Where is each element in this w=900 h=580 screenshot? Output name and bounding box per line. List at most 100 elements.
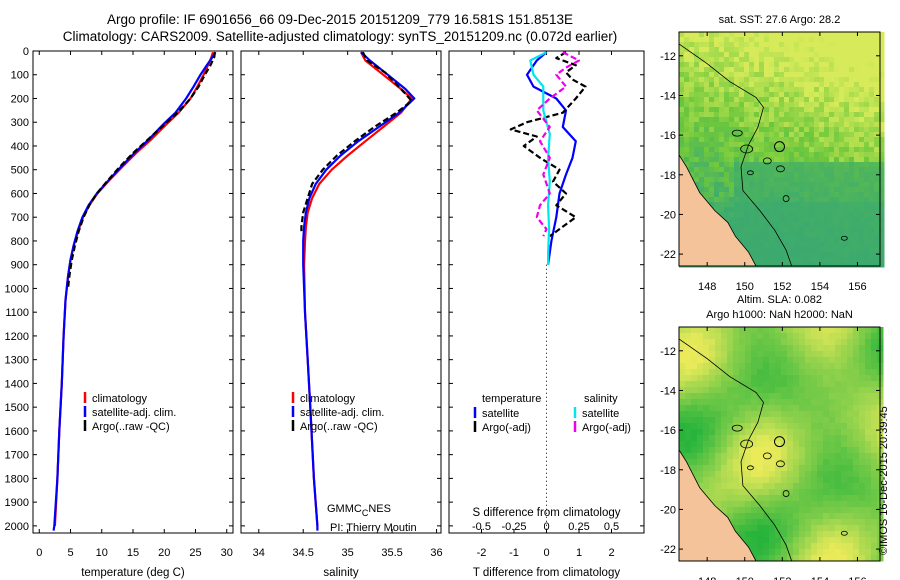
x-tick-label: 10 <box>96 547 108 559</box>
x-top-tick-label: -0.25 <box>501 521 526 533</box>
x-axis-label: temperature (deg C) <box>81 567 185 579</box>
reef-outline <box>762 452 772 460</box>
y-tick-label: 0 <box>23 46 29 58</box>
series-line-argo-raw-qc- <box>300 51 413 232</box>
x-tick-label: 15 <box>127 547 139 559</box>
plot-frame-temperature <box>32 50 234 534</box>
legend-label: satellite-adj. clim. <box>92 407 176 419</box>
legend-label: climatology <box>92 393 148 405</box>
reef-outline <box>840 530 848 536</box>
y-tick-label: 500 <box>11 165 29 177</box>
x-top-tick-label: 0.25 <box>568 521 589 533</box>
legend-label: satellite <box>482 408 519 420</box>
y-tick-label: 1200 <box>5 331 29 343</box>
legend-title-temperature: temperature <box>482 393 541 405</box>
legend-label: Argo(..raw -QC) <box>92 421 170 433</box>
map-raster-sst_map <box>678 32 885 268</box>
map-y-tick-label: -20 <box>660 209 676 221</box>
x-tick-label: 20 <box>158 547 170 559</box>
imos-credit: ©IMOS 16-Dec-2015 20:39:45 <box>878 406 890 555</box>
y-tick-label: 200 <box>11 93 29 105</box>
y-tick-label: 1500 <box>5 402 29 414</box>
x-tick-label: 35 <box>342 547 354 559</box>
map-x-tick-label: 154 <box>811 576 829 580</box>
legend-label: Argo(-adj) <box>482 422 531 434</box>
map-y-tick-label: -14 <box>660 385 676 397</box>
x-tick-label: 34 <box>253 547 265 559</box>
map-y-tick-label: -18 <box>660 465 676 477</box>
x-tick-label: 0 <box>36 547 42 559</box>
y-tick-label: 300 <box>11 117 29 129</box>
series-line-argo-raw-qc- <box>66 52 216 289</box>
y-tick-label: 1000 <box>5 283 29 295</box>
x-tick-label: -1 <box>509 547 519 559</box>
argo-position-marker <box>774 436 785 448</box>
x-tick-label: -2 <box>477 547 487 559</box>
legend-label: Argo(-adj) <box>582 422 631 434</box>
argo-position-marker <box>774 141 785 153</box>
y-tick-label: 1400 <box>5 378 29 390</box>
map-x-tick-label: 148 <box>698 281 716 293</box>
plot-frame-difference <box>448 50 645 534</box>
reef-outline <box>746 170 754 176</box>
plot-frame-salinity <box>240 50 442 534</box>
x-top-tick-label: -0.5 <box>472 521 491 533</box>
y-tick-label: 900 <box>11 260 29 272</box>
map-x-tick-label: 148 <box>698 576 716 580</box>
x-tick-label: 30 <box>221 547 233 559</box>
map-x-tick-label: 156 <box>848 576 866 580</box>
y-tick-label: 600 <box>11 188 29 200</box>
legend-label: Argo(..raw -QC) <box>300 421 378 433</box>
reef-outline <box>731 424 743 432</box>
y-tick-label: 1900 <box>5 497 29 509</box>
map-frame-sst_map <box>678 31 881 267</box>
x-tick-label: 1 <box>576 547 582 559</box>
map-y-tick-label: -18 <box>660 170 676 182</box>
reef-outline <box>776 460 785 468</box>
map-raster-sla_map <box>678 327 884 562</box>
map-title: sat. SST: 27.6 Argo: 28.2 <box>719 14 841 26</box>
y-tick-label: 100 <box>11 70 29 82</box>
x-tick-label: 0 <box>543 547 549 559</box>
y-tick-label: 1700 <box>5 450 29 462</box>
y-tick-label: 1600 <box>5 426 29 438</box>
y-tick-label: 2000 <box>5 521 29 533</box>
map-y-tick-label: -16 <box>660 425 676 437</box>
reef-outline <box>740 144 754 154</box>
legend-label: satellite-adj. clim. <box>300 407 384 419</box>
map-y-tick-label: -12 <box>660 346 676 358</box>
x-tick-label: 5 <box>67 547 73 559</box>
reef-outline <box>762 157 772 165</box>
reef-outline <box>740 439 754 449</box>
y-tick-label: 400 <box>11 141 29 153</box>
map-y-tick-label: -20 <box>660 504 676 516</box>
map-y-tick-label: -22 <box>660 544 676 556</box>
map-x-tick-label: 156 <box>848 281 866 293</box>
map-y-tick-label: -14 <box>660 90 676 102</box>
map-x-tick-label: 150 <box>736 576 754 580</box>
annotation-pi: PI: Thierry Moutin <box>330 522 417 534</box>
reef-outline <box>776 165 785 173</box>
map-title-line-1: Altim. SLA: 0.082 <box>737 294 822 306</box>
legend-label: climatology <box>300 393 356 405</box>
map-x-tick-label: 152 <box>773 281 791 293</box>
map-x-tick-label: 150 <box>736 281 754 293</box>
map-x-tick-label: 152 <box>773 576 791 580</box>
x-top-axis-label: S difference from climatology <box>472 507 620 519</box>
map-x-tick-label: 154 <box>811 281 829 293</box>
y-tick-label: 800 <box>11 236 29 248</box>
x-top-tick-label: 0.5 <box>604 521 619 533</box>
x-top-tick-label: 0 <box>543 521 549 533</box>
x-tick-label: 2 <box>608 547 614 559</box>
reef-outline <box>840 235 848 241</box>
island-outline <box>782 490 790 497</box>
legend-title-salinity: salinity <box>584 393 618 405</box>
series-line-s-satellite <box>529 51 551 265</box>
annotation-gmmc: GMMCCNES <box>327 503 391 518</box>
map-y-tick-label: -12 <box>660 51 676 63</box>
x-axis-label: salinity <box>323 567 358 579</box>
x-tick-label: 25 <box>189 547 201 559</box>
map-frame-sla_map <box>678 326 881 562</box>
series-line-s-argo-adj- <box>535 51 581 237</box>
